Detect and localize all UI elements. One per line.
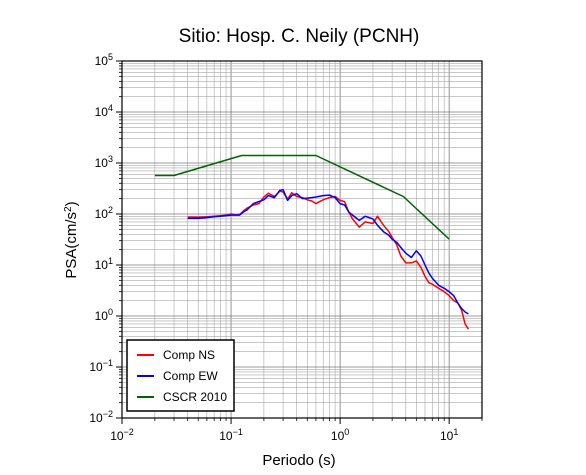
y-tick-exp: 1	[108, 256, 113, 266]
x-tick-exp: 1	[453, 427, 458, 437]
y-tick-label: 10−1	[89, 358, 113, 374]
y-tick-label: 102	[95, 205, 113, 221]
x-tick-label: 101	[440, 427, 458, 443]
y-tick-exp: 4	[108, 103, 113, 113]
legend-label-cscr-2010: CSCR 2010	[163, 390, 227, 404]
y-tick-base: 10	[95, 156, 109, 170]
y-tick-base: 10	[95, 258, 109, 272]
series-line-cscr-2010	[154, 154, 450, 240]
x-tick-exp: −1	[233, 427, 243, 437]
x-tick-base: 10	[219, 429, 233, 443]
y-axis-label-tail: )	[63, 201, 80, 206]
x-tick-base: 10	[110, 429, 124, 443]
y-tick-label: 105	[95, 52, 113, 68]
y-tick-base: 10	[95, 105, 109, 119]
y-tick-label: 101	[95, 256, 113, 272]
y-tick-exp: 2	[108, 205, 113, 215]
x-tick-exp: 0	[344, 427, 349, 437]
legend-label-comp-ns: Comp NS	[163, 348, 215, 362]
plot-frame	[121, 60, 483, 419]
y-tick-base: 10	[89, 411, 103, 425]
y-tick-base: 10	[95, 54, 109, 68]
x-tick-base: 10	[440, 429, 454, 443]
y-tick-base: 10	[89, 360, 103, 374]
y-tick-base: 10	[95, 207, 109, 221]
x-axis-label: Periodo (s)	[262, 452, 335, 469]
y-tick-label: 10−2	[89, 409, 113, 425]
grid	[121, 61, 483, 419]
x-tick-label: 100	[331, 427, 349, 443]
legend: Comp NS Comp EW CSCR 2010	[126, 339, 235, 412]
y-axis-label-main: PSA(cm/s	[63, 212, 80, 279]
y-tick-base: 10	[95, 309, 109, 323]
series-line-comp-ew	[187, 188, 469, 315]
x-tick-base: 10	[331, 429, 345, 443]
x-tick-label: 10−2	[110, 427, 134, 443]
y-tick-label: 103	[95, 154, 113, 170]
y-tick-exp: −1	[103, 358, 113, 368]
chart-title: Sitio: Hosp. C. Neily (PCNH)	[179, 26, 420, 47]
x-tick-label: 10−1	[219, 427, 243, 443]
y-tick-label: 100	[95, 307, 113, 323]
legend-label-comp-ew: Comp EW	[163, 369, 218, 383]
y-tick-label: 104	[95, 103, 113, 119]
series-line-comp-ns	[187, 190, 470, 330]
y-axis-label-sup: 2	[63, 206, 74, 212]
y-tick-exp: 3	[108, 154, 113, 164]
x-tick-exp: −2	[124, 427, 134, 437]
y-axis-label: PSA(cm/s2)	[63, 201, 81, 278]
y-tick-exp: 5	[108, 52, 113, 62]
series-layer	[154, 154, 470, 330]
y-tick-exp: −2	[103, 409, 113, 419]
y-tick-exp: 0	[108, 307, 113, 317]
